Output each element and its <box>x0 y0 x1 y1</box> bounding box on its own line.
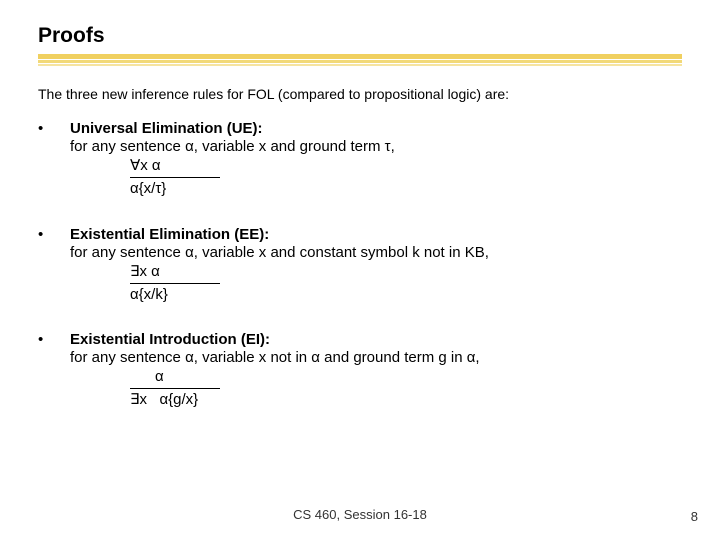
rule-title-ei: Existential Introduction (EI): <box>70 331 682 348</box>
rule-divider-ee <box>130 283 220 284</box>
rule-formula-ue: ∀x α α{x/τ} <box>130 156 682 200</box>
rule-item-ei: • Existential Introduction (EI): for any… <box>38 331 682 411</box>
bullet: • <box>38 226 70 306</box>
rule-bottom-ei: ∃x α{g/x} <box>130 390 198 410</box>
rule-desc-ee: for any sentence α, variable x and const… <box>70 244 682 261</box>
rule-desc-ue: for any sentence α, variable x and groun… <box>70 138 682 155</box>
rule-title-ue: Universal Elimination (UE): <box>70 120 682 137</box>
rule-bottom-ee: α{x/k} <box>130 285 168 305</box>
slide: Proofs The three new inference rules for… <box>0 0 720 540</box>
rules-list: • Universal Elimination (UE): for any se… <box>38 120 682 411</box>
rule-divider-ue <box>130 177 220 178</box>
rule-divider-ei <box>130 388 220 389</box>
rule-item-ue: • Universal Elimination (UE): for any se… <box>38 120 682 200</box>
page-number: 8 <box>691 509 698 524</box>
rule-top-ee: ∃x α <box>130 262 202 282</box>
rule-title-ee: Existential Elimination (EE): <box>70 226 682 243</box>
rule-item-ee: • Existential Elimination (EE): for any … <box>38 226 682 306</box>
intro-text: The three new inference rules for FOL (c… <box>38 86 682 102</box>
title-underline <box>38 54 682 68</box>
footer-text: CS 460, Session 16-18 <box>0 507 720 522</box>
rule-bottom-ue: α{x/τ} <box>130 179 166 199</box>
rule-top-ei: α <box>130 367 202 387</box>
rule-top-ue: ∀x α <box>130 156 202 176</box>
page-title: Proofs <box>38 24 682 48</box>
rule-formula-ee: ∃x α α{x/k} <box>130 262 682 306</box>
rule-desc-ei: for any sentence α, variable x not in α … <box>70 349 682 366</box>
bullet: • <box>38 331 70 411</box>
bullet: • <box>38 120 70 200</box>
rule-formula-ei: α ∃x α{g/x} <box>130 367 682 411</box>
